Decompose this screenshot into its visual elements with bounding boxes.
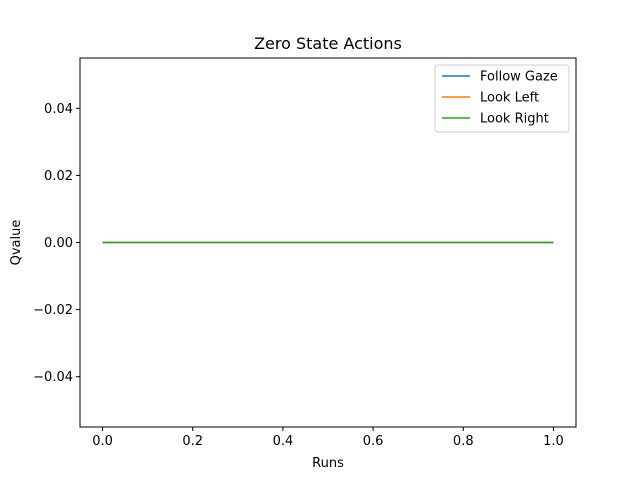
x-tick-label: 1.0: [543, 434, 564, 449]
y-axis: −0.04 −0.02 0.00 0.02 0.04: [33, 102, 80, 385]
chart-title: Zero State Actions: [254, 34, 402, 53]
y-tick-label: 0.04: [44, 102, 73, 117]
x-tick-label: 0.2: [182, 434, 203, 449]
y-axis-label: Qvalue: [9, 220, 24, 266]
legend-label: Follow Gaze: [480, 70, 558, 85]
legend-label: Look Right: [480, 112, 549, 127]
y-tick-label: 0.00: [44, 236, 73, 251]
x-tick-label: 0.8: [453, 434, 474, 449]
x-tick-label: 0.6: [363, 434, 384, 449]
legend: Follow Gaze Look Left Look Right: [434, 64, 570, 133]
x-axis: 0.0 0.2 0.4 0.6 0.8 1.0: [92, 427, 564, 449]
legend-box: [434, 64, 570, 133]
x-tick-label: 0.0: [92, 434, 113, 449]
legend-label: Look Left: [480, 91, 539, 106]
y-tick-label: −0.02: [33, 303, 73, 318]
y-tick-label: 0.02: [44, 169, 73, 184]
x-axis-label: Runs: [312, 456, 344, 471]
x-tick-label: 0.4: [273, 434, 294, 449]
y-tick-label: −0.04: [33, 370, 73, 385]
